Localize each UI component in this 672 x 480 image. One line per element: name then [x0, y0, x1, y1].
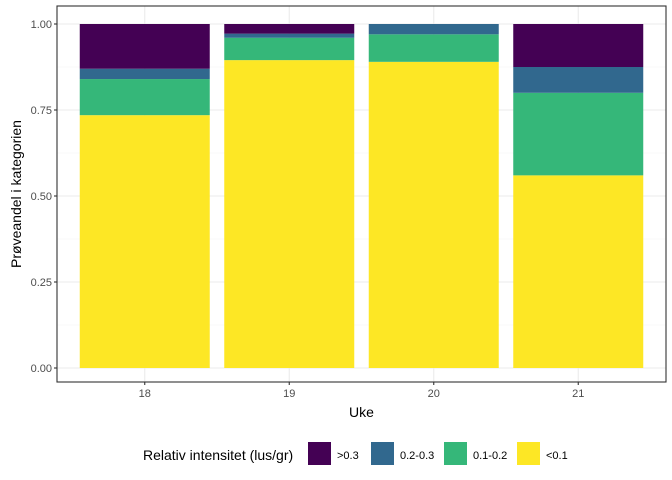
x-axis-title: Uke [349, 404, 374, 420]
y-tick-label: 0.00 [31, 363, 52, 375]
bar-segment [513, 175, 644, 368]
legend-key [308, 442, 331, 465]
bar-segment [513, 24, 644, 67]
bar-segment [224, 37, 355, 61]
bar-segment [368, 24, 499, 35]
bar-segment [79, 115, 210, 368]
bar-segment [368, 34, 499, 62]
legend-label: <0.1 [546, 450, 568, 462]
legend-key [444, 442, 467, 465]
x-tick-label: 20 [428, 388, 440, 400]
bar-segment [224, 33, 355, 38]
y-axis-ticks: 0.00 0.25 0.50 0.75 1.00 [31, 19, 57, 375]
legend-label: 0.1-0.2 [473, 450, 507, 462]
legend-title: Relativ intensitet (lus/gr) [143, 447, 293, 463]
bar-segment [513, 92, 644, 176]
legend-key [517, 442, 540, 465]
x-tick-label: 18 [139, 388, 151, 400]
x-tick-label: 19 [283, 388, 295, 400]
bar-segment [368, 61, 499, 369]
y-tick-label: 0.50 [31, 191, 52, 203]
legend: Relativ intensitet (lus/gr) >0.3 0.2-0.3 0… [143, 442, 568, 465]
legend-key [371, 442, 394, 465]
bar-segment [79, 79, 210, 116]
x-tick-label: 21 [572, 388, 584, 400]
plot-border [56, 5, 667, 383]
bars [79, 24, 644, 369]
bar-segment [513, 67, 644, 93]
x-axis-ticks: 18 19 20 21 [139, 382, 584, 400]
legend-label: 0.2-0.3 [400, 450, 434, 462]
bar-segment [224, 24, 355, 34]
y-tick-label: 0.25 [31, 277, 52, 289]
bar-segment [224, 60, 355, 369]
y-tick-label: 0.75 [31, 105, 52, 117]
y-axis-title: Prøveandel i kategorien [8, 120, 24, 268]
legend-label: >0.3 [337, 450, 359, 462]
bar-segment [79, 68, 210, 80]
bar-segment [79, 24, 210, 69]
y-tick-label: 1.00 [31, 19, 52, 31]
